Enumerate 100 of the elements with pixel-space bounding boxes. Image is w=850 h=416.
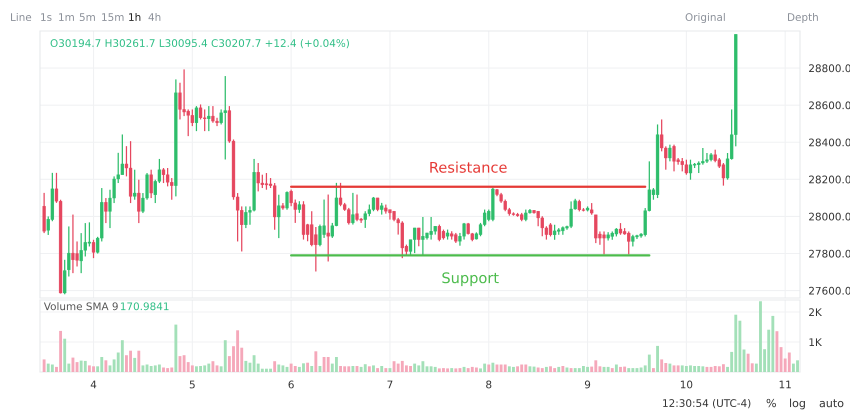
candlestick bbox=[552, 224, 556, 240]
text: 1m bbox=[59, 13, 74, 21]
bar bbox=[388, 368, 392, 372]
candlestick bbox=[412, 227, 416, 254]
candlestick bbox=[602, 230, 606, 255]
bar bbox=[528, 366, 532, 372]
bar bbox=[693, 366, 696, 372]
candlestick bbox=[224, 75, 227, 160]
bar bbox=[640, 368, 643, 372]
bar bbox=[578, 368, 581, 372]
x-tick-label: 11 bbox=[780, 380, 791, 388]
candlestick bbox=[194, 105, 198, 132]
candlestick bbox=[384, 204, 388, 214]
candlestick bbox=[446, 228, 450, 240]
bar bbox=[404, 365, 408, 372]
candlestick bbox=[388, 208, 392, 220]
bar bbox=[566, 368, 568, 372]
bar bbox=[549, 366, 552, 372]
candlestick bbox=[569, 200, 573, 229]
bar bbox=[430, 366, 433, 372]
candlestick bbox=[594, 214, 598, 244]
bar bbox=[413, 364, 416, 372]
bar bbox=[384, 368, 388, 372]
text: Depth bbox=[788, 12, 818, 24]
bar bbox=[203, 365, 206, 372]
x-tick-label: 9 bbox=[584, 380, 590, 388]
bar bbox=[50, 364, 54, 372]
candlestick bbox=[680, 157, 684, 172]
candlestick bbox=[429, 216, 433, 240]
text: 4h bbox=[148, 12, 160, 21]
candlestick bbox=[684, 159, 688, 176]
bar bbox=[684, 366, 688, 372]
x-tick-label: 4 bbox=[90, 380, 96, 388]
bar bbox=[508, 366, 511, 372]
bar bbox=[759, 301, 762, 372]
candlestick bbox=[688, 159, 692, 180]
text: 5m bbox=[80, 13, 95, 22]
candlestick bbox=[178, 82, 182, 120]
bar bbox=[150, 366, 153, 372]
candlestick bbox=[186, 108, 190, 137]
candlestick bbox=[421, 216, 425, 256]
bar bbox=[318, 366, 322, 372]
candlestick bbox=[705, 152, 709, 164]
candlestick bbox=[347, 207, 350, 226]
bar bbox=[199, 366, 202, 372]
y-tick-label: 2K bbox=[809, 308, 822, 316]
candlestick bbox=[351, 192, 355, 226]
bar bbox=[586, 366, 590, 372]
bar bbox=[129, 350, 132, 372]
bar bbox=[146, 364, 148, 372]
bar bbox=[162, 368, 165, 372]
candlestick bbox=[133, 169, 136, 200]
x-tick-label: 10 bbox=[680, 380, 692, 388]
candlestick bbox=[162, 167, 166, 184]
bar bbox=[306, 362, 310, 372]
bar bbox=[660, 359, 664, 372]
text: log bbox=[790, 398, 805, 410]
bar bbox=[269, 368, 272, 372]
bar bbox=[166, 368, 170, 372]
x-tick-label: 8 bbox=[486, 380, 492, 388]
bar bbox=[668, 364, 672, 372]
bar bbox=[536, 368, 540, 372]
bar bbox=[500, 364, 503, 372]
bar bbox=[343, 366, 346, 372]
bar bbox=[796, 360, 799, 372]
bar bbox=[351, 366, 354, 372]
bar bbox=[623, 366, 626, 372]
bar bbox=[190, 365, 194, 372]
text: auto bbox=[820, 399, 844, 408]
bar bbox=[570, 368, 573, 372]
candlestick bbox=[590, 202, 594, 216]
bar bbox=[182, 355, 186, 372]
chart-title: Volume SMA 9 bbox=[44, 302, 118, 310]
bar bbox=[334, 357, 338, 372]
bar bbox=[701, 366, 704, 372]
bar bbox=[360, 366, 363, 372]
bar bbox=[672, 365, 676, 372]
bar bbox=[544, 366, 548, 372]
text: 15m bbox=[102, 13, 124, 22]
bar bbox=[722, 364, 725, 372]
bar bbox=[512, 366, 515, 372]
candlestick bbox=[548, 222, 552, 238]
candlestick bbox=[211, 105, 215, 124]
candlestick bbox=[314, 226, 318, 272]
bar bbox=[771, 316, 774, 372]
bar bbox=[614, 364, 618, 372]
bar bbox=[396, 364, 400, 372]
bar bbox=[42, 359, 46, 372]
x-tick-label: 5 bbox=[190, 380, 195, 388]
candlestick bbox=[137, 179, 140, 224]
candlestick bbox=[326, 194, 330, 262]
bar bbox=[706, 366, 708, 372]
candlestick bbox=[668, 144, 672, 162]
candlestick bbox=[71, 214, 75, 274]
series-label: Support bbox=[442, 272, 499, 286]
bar bbox=[553, 368, 556, 372]
bar bbox=[602, 366, 606, 372]
text: 12:30:54 (UTC-4) bbox=[663, 398, 750, 408]
bar bbox=[339, 366, 342, 372]
bar bbox=[466, 368, 470, 372]
